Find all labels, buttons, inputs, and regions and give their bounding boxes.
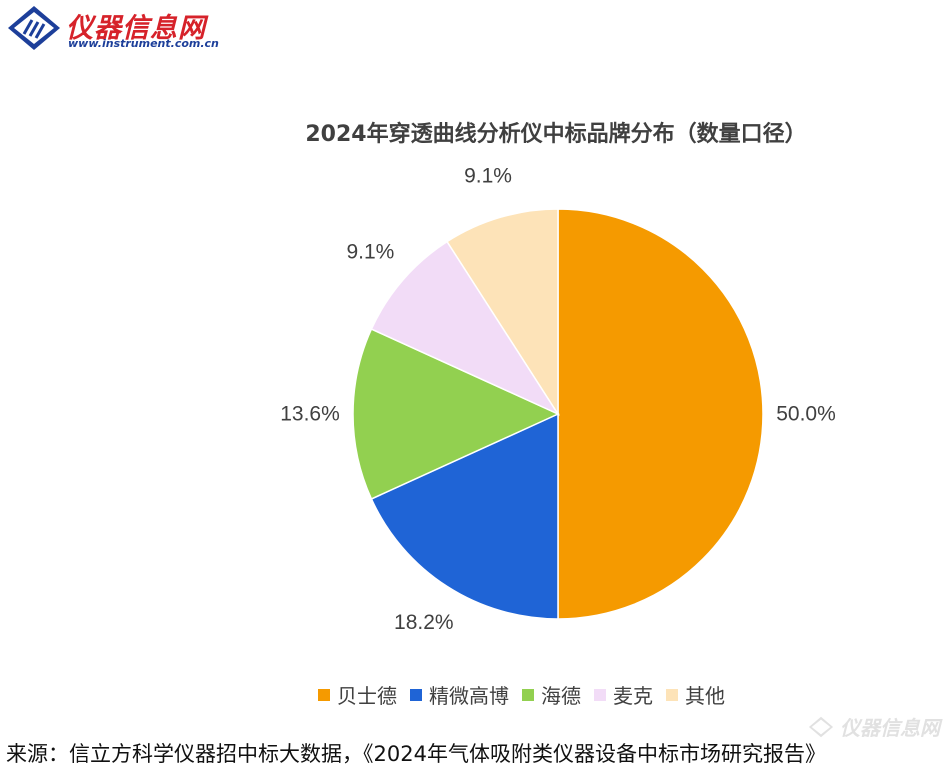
legend-swatch-3 [594,688,606,701]
legend-item-1: 精微高博 [410,680,509,709]
pie-slice-label-2: 13.6% [280,403,340,426]
pie-slice-2 [352,328,560,500]
watermark-emblem-icon [808,716,834,737]
pie-slice-3 [370,240,561,416]
pie-chart: 50.0% 18.2% 13.6% 9.1% 9.1% [280,165,836,634]
legend-label-4: 其他 [685,684,725,708]
legend-label-2: 海德 [541,684,581,708]
pie-slice-label-0: 50.0% [776,403,836,426]
legend-label-0: 贝士德 [337,684,397,708]
pie-slice-label-3: 9.1% [346,240,394,263]
logo-name: 仪器信息网 [66,13,206,44]
pie-slice-1 [370,412,559,620]
site-logo: 仪器信息网 www.instrument.com.cn [6,4,266,52]
watermark-text: 仪器信息网 [840,716,940,740]
legend-label-3: 麦克 [613,684,653,708]
pie-slice-4 [446,208,559,417]
legend-swatch-1 [410,688,422,701]
legend-item-2: 海德 [522,680,581,709]
logo-url: www.instrument.com.cn [68,37,219,50]
watermark: 仪器信息网 [808,712,940,741]
logo-emblem-icon [8,6,60,50]
legend-swatch-0 [318,688,330,701]
legend-item-4: 其他 [666,680,725,709]
pie-labels: 50.0% 18.2% 13.6% 9.1% 9.1% [280,165,836,634]
pie-slice-label-4: 9.1% [464,165,512,188]
chart-title: 2024年穿透曲线分析仪中标品牌分布（数量口径） [305,122,807,147]
pie-slices [352,208,764,620]
pie-slice-0 [557,208,764,620]
source-note: 来源：信立方科学仪器招中标大数据，《2024年气体吸附类仪器设备中标市场研究报告… [6,742,826,766]
legend-label-1: 精微高博 [429,684,509,708]
legend-swatch-2 [522,688,534,701]
legend-item-0: 贝士德 [318,680,397,709]
pie-slice-label-1: 18.2% [394,611,454,634]
legend-item-3: 麦克 [594,680,653,709]
legend-swatch-4 [666,688,678,701]
chart-legend: 贝士德 精微高博 海德 麦克 其他 [318,680,738,709]
